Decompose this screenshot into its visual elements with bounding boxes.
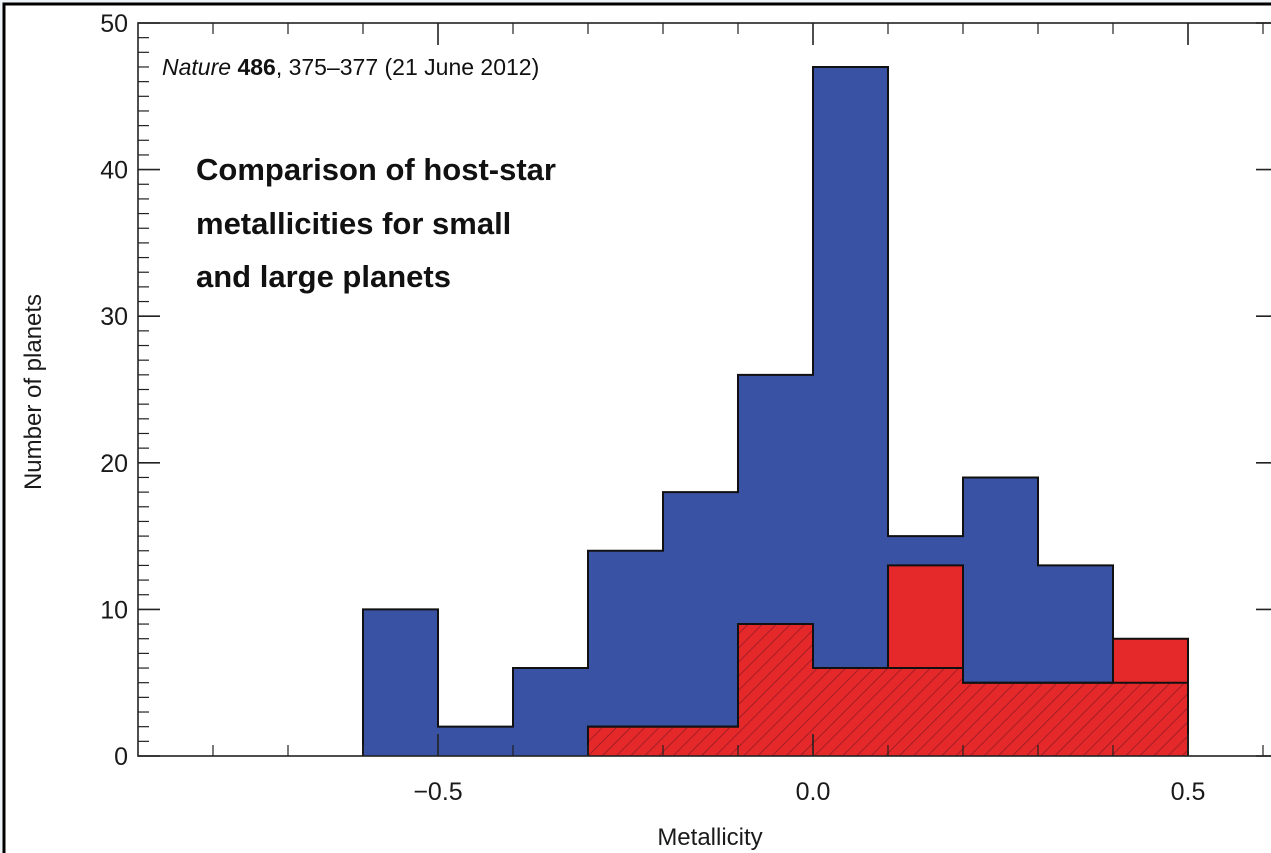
hatched-bars [587, 623, 1189, 756]
x-axis-label: Metallicity [657, 824, 762, 851]
y-tick-label: 0 [114, 743, 128, 771]
bar-series-3-bin-10 [1038, 682, 1113, 756]
series-3-outline [587, 623, 1189, 756]
y-tick-label: 40 [100, 157, 128, 185]
bar-series-3-bin-8 [888, 668, 963, 756]
bar-series-3-bin-5 [663, 726, 738, 756]
bar-series-3-bin-11 [1113, 682, 1188, 756]
chart-title-line-2: metallicities for small [196, 206, 511, 241]
y-tick-label: 20 [100, 450, 128, 478]
bar-series-3-bin-9 [963, 682, 1038, 756]
bar-series-1-bin-5 [663, 492, 738, 756]
bar-series-3-bin-6 [738, 624, 813, 756]
x-tick-label: 0.5 [1171, 778, 1206, 806]
bar-series-1-bin-4 [588, 550, 663, 756]
tick-labels: 0 10 20 30 40 50 −0.5 0.0 0.5 [100, 10, 1205, 806]
y-axis-label: Number of planets [20, 294, 47, 490]
chart-title-line-3: and large planets [196, 259, 451, 294]
axis-ticks [138, 22, 1271, 757]
y-tick-label: 10 [100, 596, 128, 624]
bar-series-3-bin-4 [588, 726, 663, 756]
bar-series-3-bin-7 [813, 668, 888, 756]
y-tick-label: 50 [100, 10, 128, 38]
bar-series-1-bin-1 [363, 609, 438, 756]
bar-series-1-bin-7 [813, 66, 888, 757]
series-1-outline [362, 65, 1189, 756]
x-tick-label: −0.5 [413, 778, 462, 806]
y-tick-label: 30 [100, 303, 128, 331]
bar-series-1-bin-2 [438, 726, 513, 756]
plot-frame [137, 22, 1271, 757]
large-planets-bars [362, 65, 1189, 757]
bar-series-1-bin-3 [513, 668, 588, 756]
chart-title-line-1: Comparison of host-star [196, 152, 556, 187]
citation: Nature 486, 375–377 (21 June 2012) [162, 54, 539, 80]
x-tick-label: 0.0 [796, 778, 831, 806]
